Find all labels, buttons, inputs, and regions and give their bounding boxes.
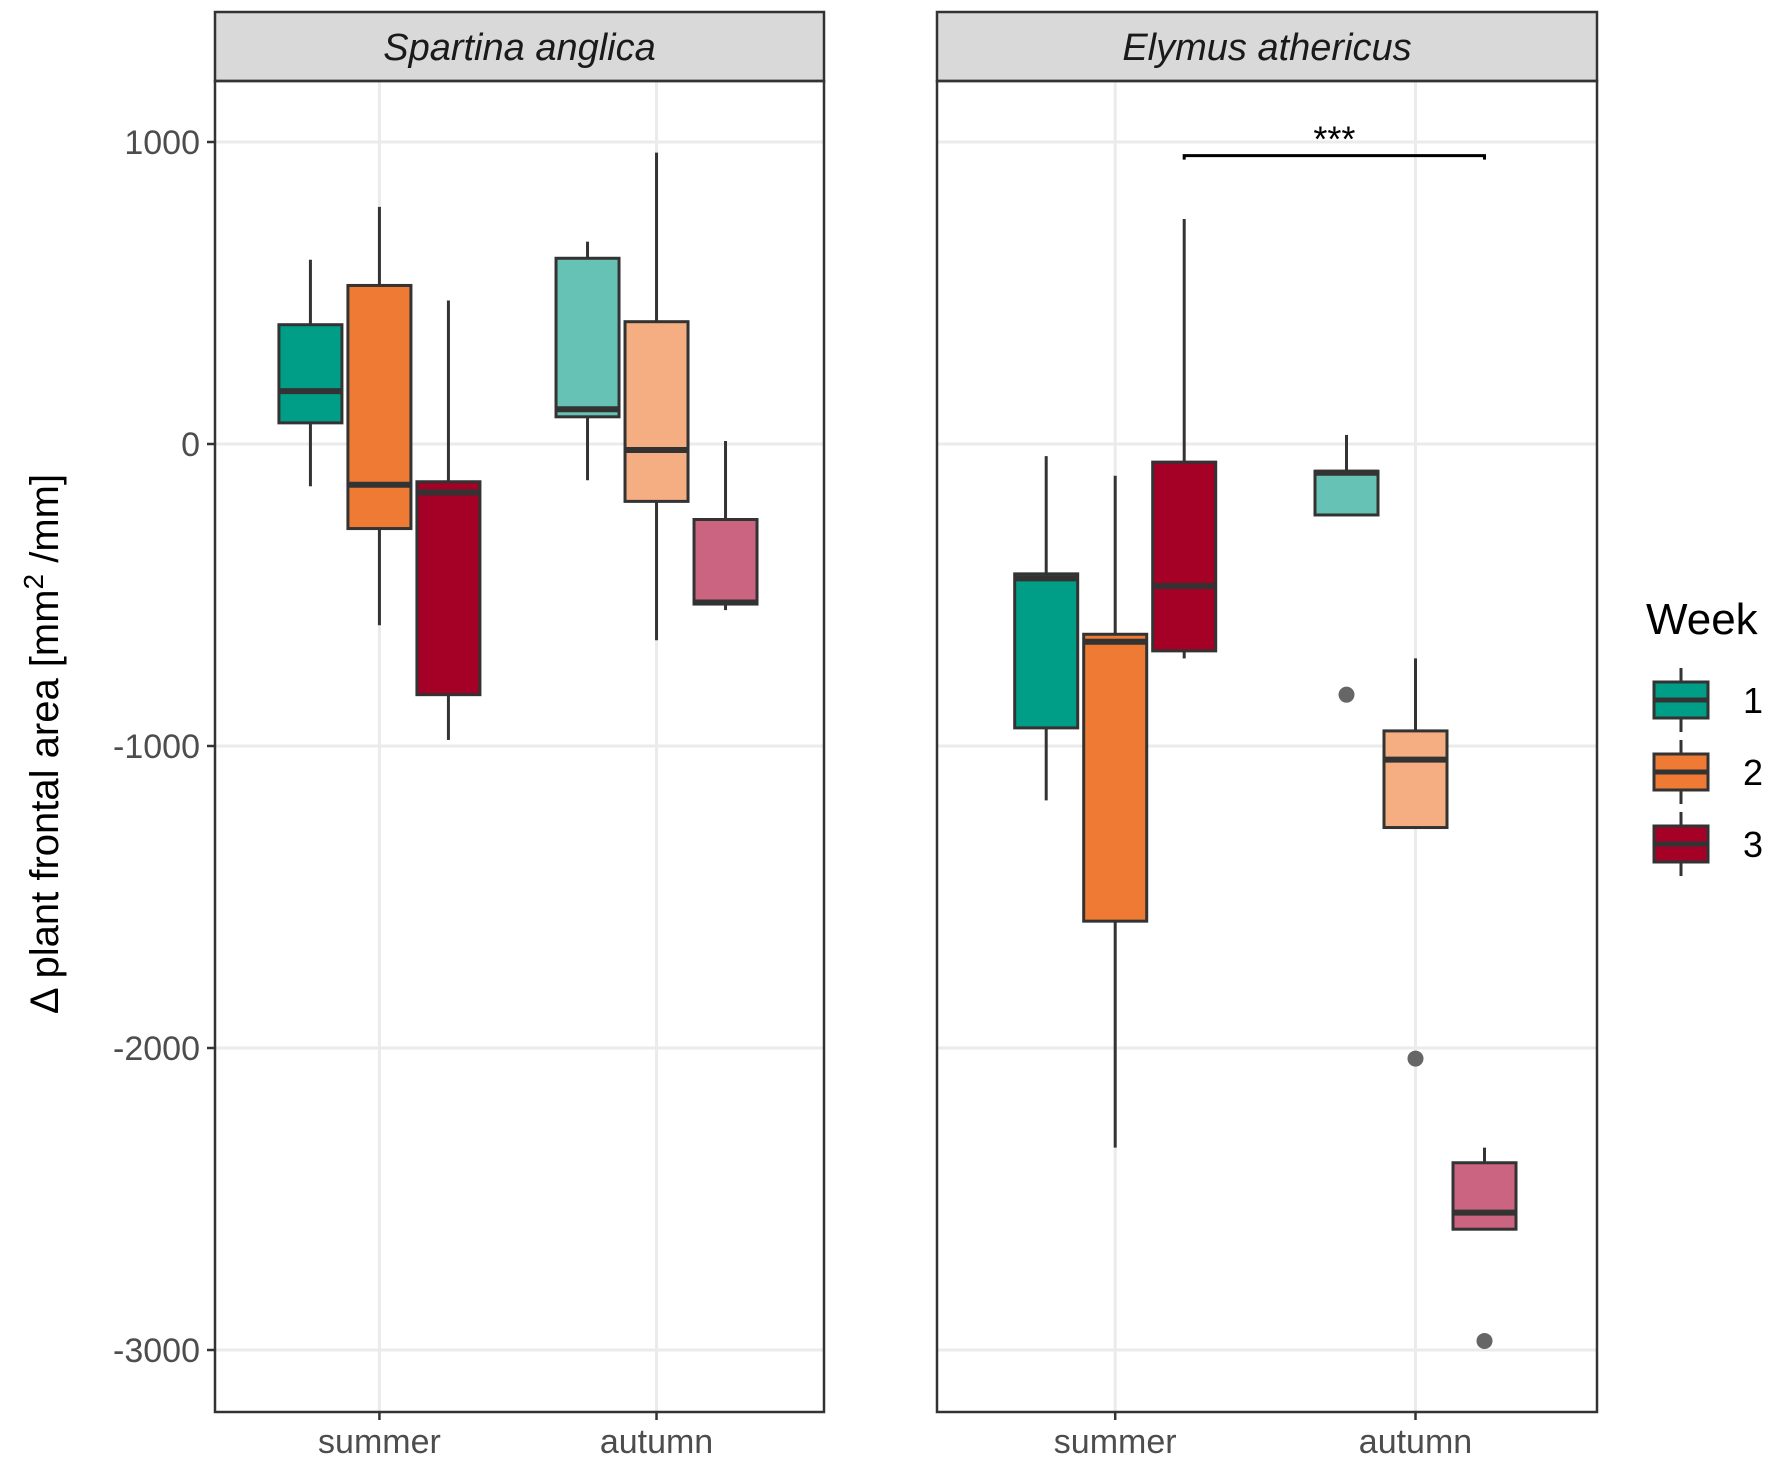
box-summer-week-3 xyxy=(415,300,482,740)
box-body xyxy=(692,518,759,606)
y-tick-label: 1000 xyxy=(124,124,200,162)
outlier-point xyxy=(1476,1332,1493,1349)
box-body xyxy=(1013,572,1080,730)
legend-key-week-3: 3 xyxy=(1652,812,1763,876)
legend: Week 1 2 3 xyxy=(1646,595,1763,876)
box-body xyxy=(554,256,621,419)
significance-bracket xyxy=(1182,154,1486,160)
y-tick-label: -2000 xyxy=(113,1030,200,1068)
box-body xyxy=(1151,460,1218,653)
box-body xyxy=(415,480,482,697)
box-autumn-week-1 xyxy=(554,241,621,481)
significance-label: *** xyxy=(1313,119,1355,160)
y-axis-title-main: Δ plant frontal area [mm xyxy=(23,589,67,1014)
legend-label-week-2: 2 xyxy=(1743,752,1763,793)
legend-title: Week xyxy=(1646,595,1759,644)
box-autumn-week-3 xyxy=(692,440,759,611)
panel-spartina-anglica: Spartina anglica summer autumn xyxy=(213,10,826,1461)
box-summer-week-2 xyxy=(346,206,413,626)
box-body xyxy=(1082,632,1149,923)
outlier-point xyxy=(1407,1050,1424,1067)
box-summer-week-1 xyxy=(1013,456,1080,801)
legend-key-week-2: 2 xyxy=(1652,740,1763,804)
y-axis-ticks: 1000 0 -1000 -2000 -3000 xyxy=(113,124,215,1370)
x-tick-label-summer: summer xyxy=(318,1423,441,1461)
facet-strip xyxy=(213,10,826,83)
y-axis-title-superscript: 2 xyxy=(18,574,49,590)
legend-label-week-1: 1 xyxy=(1743,680,1763,721)
box-summer-week-3 xyxy=(1151,219,1218,659)
box-body xyxy=(623,320,690,503)
panel-border xyxy=(935,79,1599,1414)
x-tick-label-autumn: autumn xyxy=(1359,1423,1472,1461)
box-body xyxy=(1313,469,1380,517)
y-axis-title-unit: /mm] xyxy=(23,474,67,574)
legend-label-week-3: 3 xyxy=(1743,824,1763,865)
box-summer-week-1 xyxy=(277,259,344,487)
facet-strip-title: Elymus athericus xyxy=(1122,27,1411,69)
facet-strip xyxy=(935,10,1599,83)
y-axis-title: Δ plant frontal area [mm2 /mm] xyxy=(18,474,68,1014)
box-autumn-week-1 xyxy=(1313,434,1380,703)
box-body xyxy=(1451,1161,1518,1231)
box-body xyxy=(1382,729,1449,830)
legend-key-week-1: 1 xyxy=(1652,668,1763,732)
y-tick-label: -3000 xyxy=(113,1332,200,1370)
box-autumn-week-2 xyxy=(1382,658,1449,1067)
box-autumn-week-3 xyxy=(1451,1147,1518,1349)
box-body xyxy=(277,323,344,425)
facet-strip-title: Spartina anglica xyxy=(383,27,656,69)
box-autumn-week-2 xyxy=(623,152,690,641)
x-tick-label-summer: summer xyxy=(1054,1423,1177,1461)
box-summer-week-2 xyxy=(1082,475,1149,1148)
y-tick-label: -1000 xyxy=(113,728,200,766)
box-body xyxy=(346,283,413,531)
panel-elymus-athericus: Elymus athericus *** summer autumn xyxy=(935,10,1599,1461)
x-tick-label-autumn: autumn xyxy=(600,1423,713,1461)
y-tick-label: 0 xyxy=(181,426,200,464)
outlier-point xyxy=(1338,686,1355,703)
